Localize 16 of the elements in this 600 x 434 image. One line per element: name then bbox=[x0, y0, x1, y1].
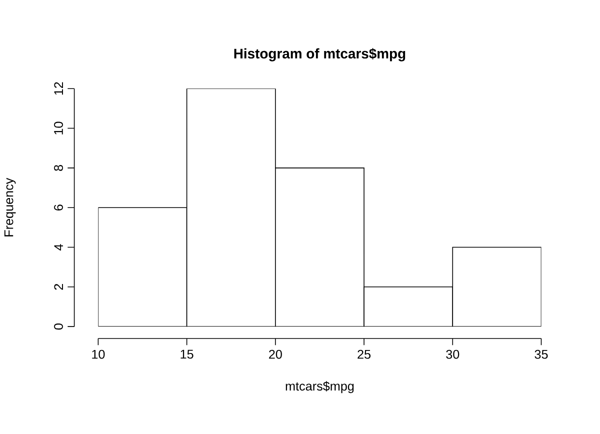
y-tick-label: 8 bbox=[54, 164, 63, 171]
y-axis-title: Frequency bbox=[4, 178, 16, 236]
x-tick-label: 35 bbox=[534, 350, 548, 359]
x-tick-label: 30 bbox=[446, 350, 460, 359]
chart-title: Histogram of mtcars$mpg bbox=[234, 48, 406, 62]
x-tick-label: 25 bbox=[358, 350, 371, 359]
y-tick-label: 2 bbox=[54, 284, 63, 290]
x-tick-label: 20 bbox=[269, 350, 282, 359]
y-tick-label: 0 bbox=[54, 324, 63, 330]
y-tick-label: 4 bbox=[54, 244, 63, 250]
x-tick-label: 15 bbox=[180, 350, 194, 359]
y-tick-label: 12 bbox=[54, 82, 63, 95]
y-tick-label: 10 bbox=[54, 122, 63, 134]
x-axis-title: mtcars$mpg bbox=[286, 381, 354, 394]
y-tick-label: 6 bbox=[54, 204, 63, 210]
x-tick-label: 10 bbox=[92, 350, 105, 359]
